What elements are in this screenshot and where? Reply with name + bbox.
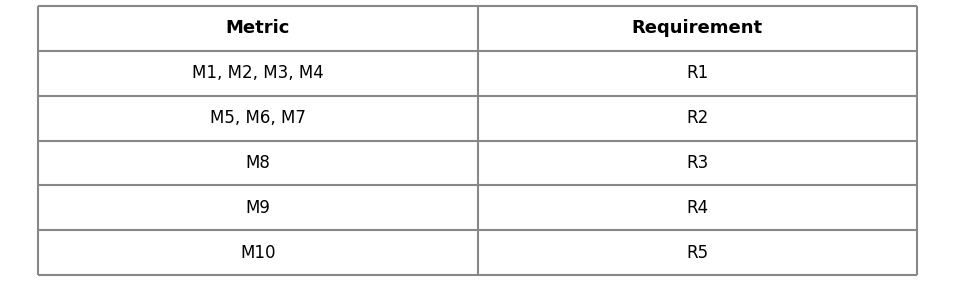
Text: Metric: Metric xyxy=(225,19,290,37)
Text: R4: R4 xyxy=(686,199,709,217)
Text: R5: R5 xyxy=(686,244,709,262)
Bar xyxy=(38,140,478,185)
Bar xyxy=(478,185,917,230)
Text: Requirement: Requirement xyxy=(631,19,763,37)
Bar xyxy=(478,96,917,140)
Bar xyxy=(38,96,478,140)
Text: M1, M2, M3, M4: M1, M2, M3, M4 xyxy=(192,64,324,82)
Bar xyxy=(38,51,478,96)
Text: M8: M8 xyxy=(245,154,270,172)
Text: R1: R1 xyxy=(686,64,709,82)
Text: M10: M10 xyxy=(240,244,276,262)
Bar xyxy=(38,6,478,51)
Text: R3: R3 xyxy=(686,154,709,172)
Bar xyxy=(478,6,917,51)
Bar xyxy=(478,140,917,185)
Bar xyxy=(478,51,917,96)
Text: M9: M9 xyxy=(245,199,270,217)
Bar xyxy=(478,230,917,275)
Text: R2: R2 xyxy=(686,109,709,127)
Text: M5, M6, M7: M5, M6, M7 xyxy=(210,109,306,127)
Bar xyxy=(38,230,478,275)
Bar xyxy=(38,185,478,230)
